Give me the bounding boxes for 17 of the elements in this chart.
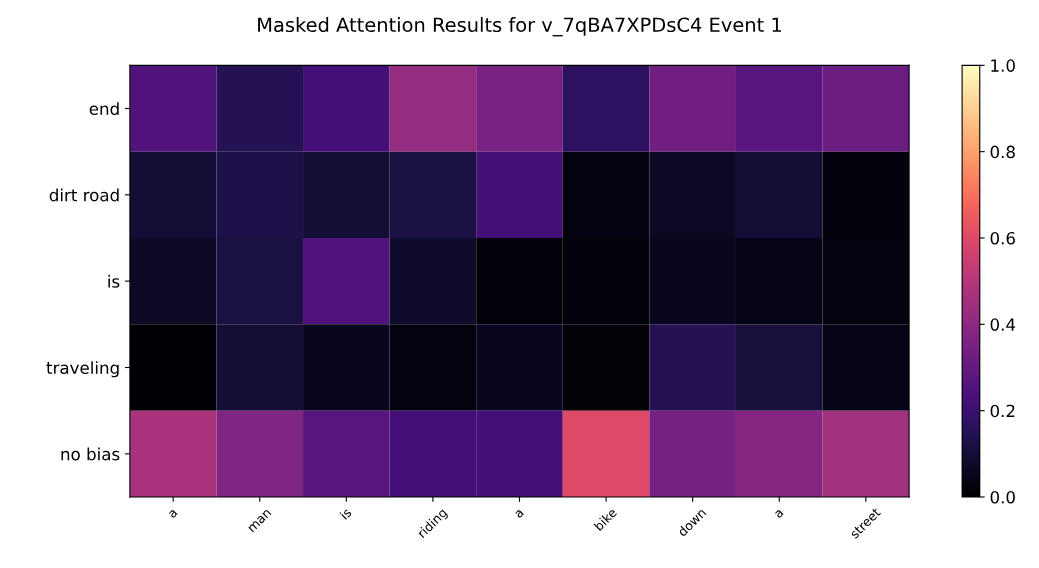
color-bar-label: 0.0 <box>990 490 1015 504</box>
x-tick-label: a <box>168 509 178 519</box>
x-tick-label: a <box>514 509 524 519</box>
y-tick-label: no bias <box>61 447 120 461</box>
x-tick-label: is <box>339 507 352 520</box>
y-tick-label: end <box>89 102 119 116</box>
color-bar-label: 0.2 <box>990 404 1015 418</box>
color-bar-label: 0.4 <box>990 318 1016 331</box>
chart-title: Masked Attention Results for v_7qBA7XPDsC4 Event 1 <box>258 17 781 37</box>
color-bar-label: 0.6 <box>990 231 1015 245</box>
y-tick-label: traveling <box>46 361 119 378</box>
x-tick-label: bike <box>593 507 618 532</box>
y-tick-label: dirt road <box>49 188 119 202</box>
color-bar-label: 1.0 <box>991 59 1015 72</box>
x-tick-label: a <box>774 509 784 519</box>
color-bar-label: 0.8 <box>990 145 1015 159</box>
y-tick-label: is <box>108 274 120 288</box>
